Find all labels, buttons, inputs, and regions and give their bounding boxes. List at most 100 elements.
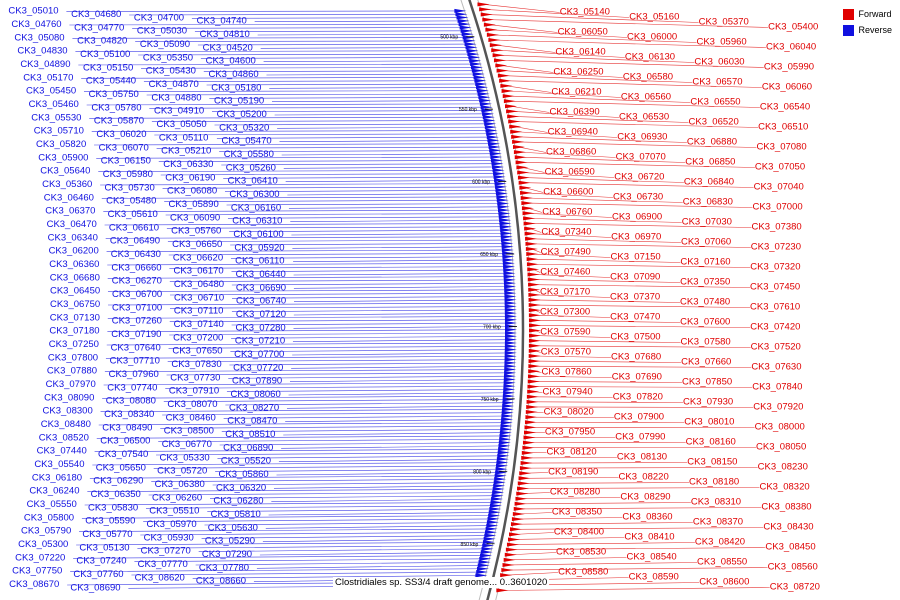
gene-label: CK3_06580: [623, 72, 673, 83]
gene-label: CK3_06410: [228, 176, 278, 187]
gene-label: CK3_06720: [614, 172, 664, 183]
gene-label: CK3_05930: [144, 532, 194, 543]
gene-label: CK3_07940: [542, 387, 592, 398]
gene-connector: [89, 475, 501, 479]
gene-arrow: [501, 568, 514, 573]
gene-arrow: [528, 359, 541, 364]
gene-connector: [488, 19, 769, 28]
gene-arrow: [528, 297, 541, 302]
gene-arrow: [494, 473, 507, 478]
gene-connector: [533, 376, 612, 378]
gene-arrow: [488, 38, 501, 43]
gene-arrow: [479, 98, 492, 103]
gene-connector: [291, 365, 511, 369]
gene-connector: [103, 382, 510, 386]
gene-arrow: [510, 129, 523, 134]
gene-label: CK3_06710: [174, 292, 224, 303]
gene-connector: [104, 223, 506, 226]
gene-arrow: [503, 281, 516, 286]
gene-arrow: [491, 161, 504, 166]
scale-tick-label: 550 kbp: [459, 107, 477, 113]
gene-arrow: [458, 22, 471, 27]
gene-arrow: [492, 164, 505, 169]
gene-connector: [483, 4, 560, 13]
gene-connector: [135, 40, 470, 42]
gene-label: CK3_05890: [169, 199, 219, 210]
gene-arrow: [486, 520, 499, 525]
gene-label: CK3_07170: [540, 287, 590, 298]
gene-arrow: [501, 407, 514, 412]
gene-connector: [81, 77, 480, 79]
gene-connector: [106, 342, 511, 346]
gene-arrow: [503, 380, 516, 385]
gene-arrow: [476, 88, 489, 93]
gene-connector: [103, 209, 505, 212]
gene-label: CK3_08450: [765, 542, 815, 553]
gene-arrow: [499, 221, 512, 226]
gene-connector: [154, 133, 493, 136]
gene-label: CK3_07700: [234, 349, 284, 360]
gene-connector: [70, 568, 483, 572]
gene-label: CK3_06900: [612, 212, 662, 223]
gene-label: CK3_08600: [699, 577, 749, 588]
gene-label: CK3_07300: [540, 307, 590, 318]
gene-connector: [166, 226, 506, 229]
gene-arrow: [524, 420, 537, 425]
gene-connector: [534, 335, 611, 338]
gene-label: CK3_06210: [551, 87, 601, 98]
gene-connector: [290, 219, 506, 222]
gene-arrow: [503, 99, 516, 104]
gene-arrow: [463, 38, 476, 43]
gene-label: CK3_08530: [556, 547, 606, 558]
gene-label: CK3_06160: [231, 202, 281, 213]
gene-label: CK3_08560: [768, 562, 818, 573]
gene-connector: [107, 329, 512, 332]
gene-label: CK3_08540: [626, 552, 676, 563]
gene-arrow: [485, 27, 498, 32]
gene-connector: [96, 156, 497, 159]
gene-label: CK3_06240: [29, 486, 79, 497]
gene-arrow: [480, 550, 493, 555]
gene-arrow: [504, 357, 517, 362]
gene-label: CK3_04740: [197, 16, 247, 27]
gene-arrow: [524, 226, 537, 231]
gene-label: CK3_08060: [231, 389, 281, 400]
gene-arrow: [472, 71, 485, 76]
gene-arrow: [470, 62, 483, 67]
gene-connector: [100, 409, 508, 412]
gene-connector: [533, 381, 682, 383]
gene-connector: [149, 106, 487, 109]
gene-arrow: [481, 546, 494, 551]
gene-label: CK3_08490: [102, 422, 152, 433]
gene-arrow: [490, 158, 503, 163]
gene-label: CK3_05990: [764, 62, 814, 73]
gene-connector: [105, 355, 511, 359]
gene-arrow: [528, 313, 541, 318]
gene-connector: [281, 153, 496, 156]
gene-arrow: [495, 191, 508, 196]
gene-connector: [98, 169, 499, 172]
gene-label: CK3_04680: [71, 9, 121, 20]
gene-arrow: [511, 517, 524, 522]
gene-label: CK3_05820: [36, 139, 86, 150]
gene-label: CK3_08690: [70, 582, 120, 593]
gene-connector: [533, 386, 753, 388]
gene-label: CK3_06530: [619, 112, 669, 123]
gene-label: CK3_08380: [761, 502, 811, 513]
gene-label: CK3_06620: [173, 252, 223, 263]
gene-arrow: [484, 533, 497, 538]
gene-arrow: [488, 513, 501, 518]
gene-arrow: [473, 75, 486, 80]
gene-arrow: [518, 476, 531, 481]
gene-arrow: [504, 284, 517, 289]
gene-connector: [219, 442, 505, 446]
gene-arrow: [485, 128, 498, 133]
gene-connector: [528, 212, 612, 218]
gene-label: CK3_05810: [211, 509, 261, 520]
gene-arrow: [479, 101, 492, 106]
gene-arrow: [504, 287, 517, 292]
gene-label: CK3_06930: [617, 132, 667, 143]
gene-label: CK3_05870: [94, 116, 144, 127]
gene-label: CK3_05520: [221, 456, 271, 467]
gene-label: CK3_06060: [762, 82, 812, 93]
